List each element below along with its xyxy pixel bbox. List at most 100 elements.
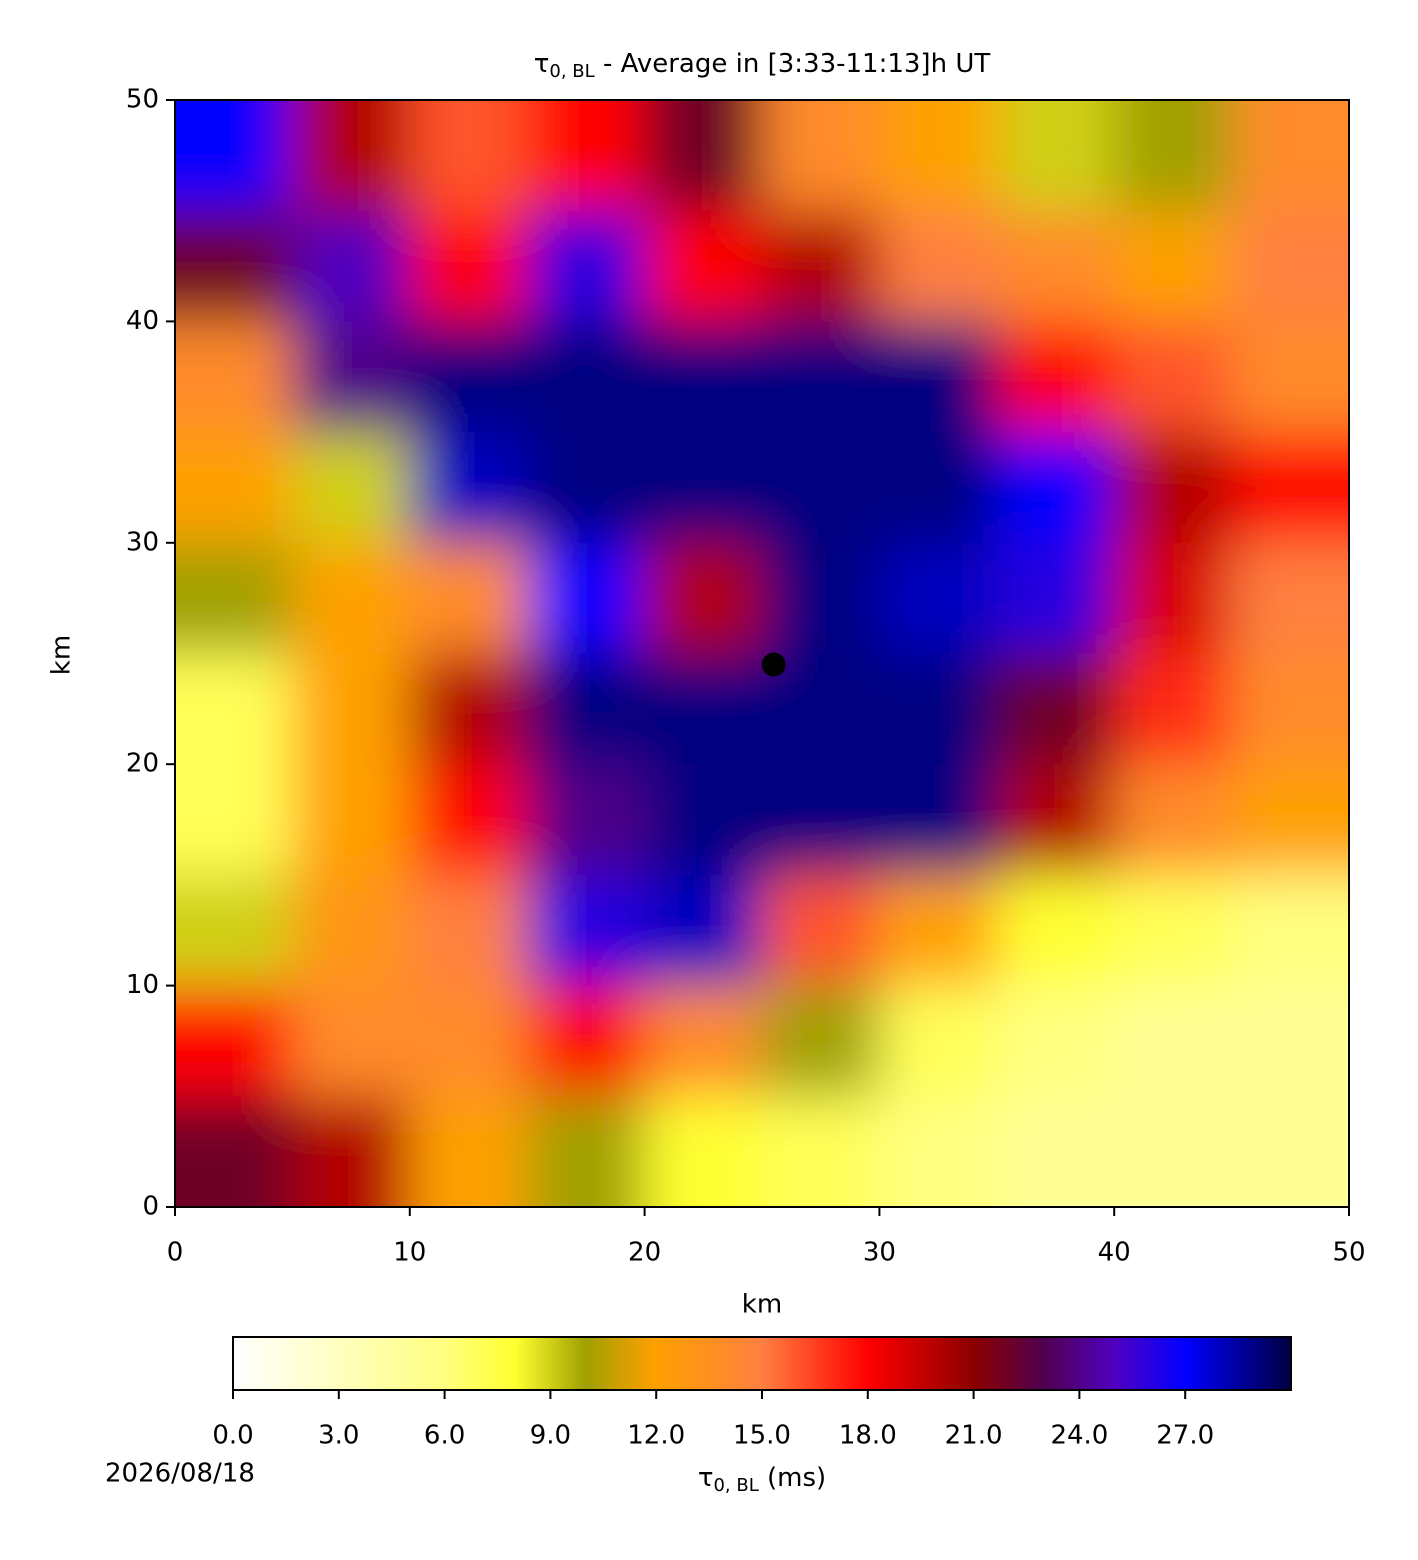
heat-cell bbox=[175, 653, 293, 765]
heat-cell bbox=[644, 542, 762, 654]
heat-cell bbox=[527, 321, 645, 433]
heat-cell bbox=[1114, 210, 1232, 322]
heat-cell bbox=[1114, 764, 1232, 875]
heat-cell bbox=[292, 874, 410, 986]
x-tick-label: 40 bbox=[1098, 1238, 1131, 1268]
heat-cell bbox=[175, 1096, 293, 1207]
heat-cell bbox=[879, 653, 997, 765]
heat-cell bbox=[996, 210, 1115, 322]
heat-cell bbox=[644, 432, 762, 543]
heat-cell bbox=[409, 764, 528, 875]
heatmap bbox=[175, 100, 1349, 1207]
heat-cell bbox=[879, 100, 997, 211]
heat-cell bbox=[996, 100, 1115, 211]
x-tick-label: 0 bbox=[167, 1238, 184, 1268]
heat-cell bbox=[1231, 321, 1349, 433]
heat-cell bbox=[527, 1096, 645, 1207]
heat-cell bbox=[175, 874, 293, 986]
heat-cell bbox=[175, 432, 293, 543]
y-tick-label: 50 bbox=[126, 85, 159, 115]
heat-cell bbox=[996, 1096, 1115, 1207]
heat-cell bbox=[879, 985, 997, 1097]
colorbar-tick-label: 27.0 bbox=[1156, 1421, 1214, 1451]
heat-cell bbox=[762, 764, 880, 875]
heat-cell bbox=[175, 764, 293, 875]
heat-cell bbox=[175, 321, 293, 433]
y-tick-label: 40 bbox=[126, 306, 159, 336]
heat-cell bbox=[644, 874, 762, 986]
heat-cell bbox=[762, 432, 880, 543]
y-axis-label: km bbox=[47, 635, 77, 675]
heat-cell bbox=[409, 432, 528, 543]
heat-cell bbox=[1114, 542, 1232, 654]
heat-cell bbox=[1231, 985, 1349, 1097]
heat-cell bbox=[1114, 874, 1232, 986]
colorbar-tick-label: 12.0 bbox=[627, 1421, 685, 1451]
heat-cell bbox=[996, 432, 1115, 543]
heat-cell bbox=[409, 542, 528, 654]
heat-cell bbox=[292, 985, 410, 1097]
heat-cell bbox=[409, 1096, 528, 1207]
colorbar-tick-label: 6.0 bbox=[424, 1421, 465, 1451]
heat-cell bbox=[527, 542, 645, 654]
heat-cell bbox=[1114, 653, 1232, 765]
heat-cell bbox=[762, 542, 880, 654]
heat-cell bbox=[762, 100, 880, 211]
heat-cell bbox=[879, 874, 997, 986]
heat-cell bbox=[292, 653, 410, 765]
heat-cell bbox=[1114, 432, 1232, 543]
heat-cell bbox=[292, 542, 410, 654]
heat-cell bbox=[1231, 1096, 1349, 1207]
heat-cell bbox=[644, 210, 762, 322]
heat-cell bbox=[996, 985, 1115, 1097]
heat-cell bbox=[644, 321, 762, 433]
colorbar-tick-label: 3.0 bbox=[318, 1421, 359, 1451]
heat-cell bbox=[292, 432, 410, 543]
heat-cell bbox=[527, 210, 645, 322]
heat-cell bbox=[175, 210, 293, 322]
heat-cell bbox=[762, 210, 880, 322]
heat-cell bbox=[409, 653, 528, 765]
plot-frame bbox=[174, 99, 1350, 1208]
heat-cell bbox=[879, 321, 997, 433]
heat-cell bbox=[996, 764, 1115, 875]
date-stamp: 2026/08/18 bbox=[105, 1459, 255, 1489]
colorbar-tick-label: 18.0 bbox=[839, 1421, 897, 1451]
heat-cell bbox=[762, 1096, 880, 1207]
heat-cell bbox=[292, 210, 410, 322]
heat-cell bbox=[527, 653, 645, 765]
heat-cell bbox=[996, 542, 1115, 654]
heat-cell bbox=[527, 432, 645, 543]
x-axis-label: km bbox=[742, 1290, 782, 1320]
heat-cell bbox=[879, 764, 997, 875]
heat-cell bbox=[1231, 764, 1349, 875]
heat-cell bbox=[409, 100, 528, 211]
heat-cell bbox=[1231, 100, 1349, 211]
heat-cell bbox=[1114, 100, 1232, 211]
heat-cell bbox=[1114, 985, 1232, 1097]
colorbar-label: τ0, BL (ms) bbox=[698, 1463, 826, 1497]
colorbar-tick-label: 15.0 bbox=[733, 1421, 791, 1451]
heat-cell bbox=[762, 985, 880, 1097]
chart-title: τ0, BL - Average in [3:33-11:13]h UT bbox=[534, 49, 991, 83]
heat-cell bbox=[175, 100, 293, 211]
heat-cell bbox=[996, 874, 1115, 986]
heat-cell bbox=[762, 874, 880, 986]
y-tick-label: 10 bbox=[126, 970, 159, 1000]
heat-cell bbox=[1231, 874, 1349, 986]
heat-cell bbox=[409, 874, 528, 986]
heat-cell bbox=[527, 874, 645, 986]
y-tick-label: 0 bbox=[142, 1192, 159, 1222]
heat-cell bbox=[644, 985, 762, 1097]
heat-cell bbox=[292, 100, 410, 211]
heat-cell bbox=[644, 764, 762, 875]
heat-cell bbox=[879, 210, 997, 322]
heat-cell bbox=[527, 764, 645, 875]
heat-cell bbox=[879, 1096, 997, 1207]
heat-cell bbox=[1231, 432, 1349, 543]
heat-cell bbox=[879, 432, 997, 543]
y-tick-label: 30 bbox=[126, 527, 159, 557]
y-tick-label: 20 bbox=[126, 749, 159, 779]
heat-cell bbox=[996, 321, 1115, 433]
